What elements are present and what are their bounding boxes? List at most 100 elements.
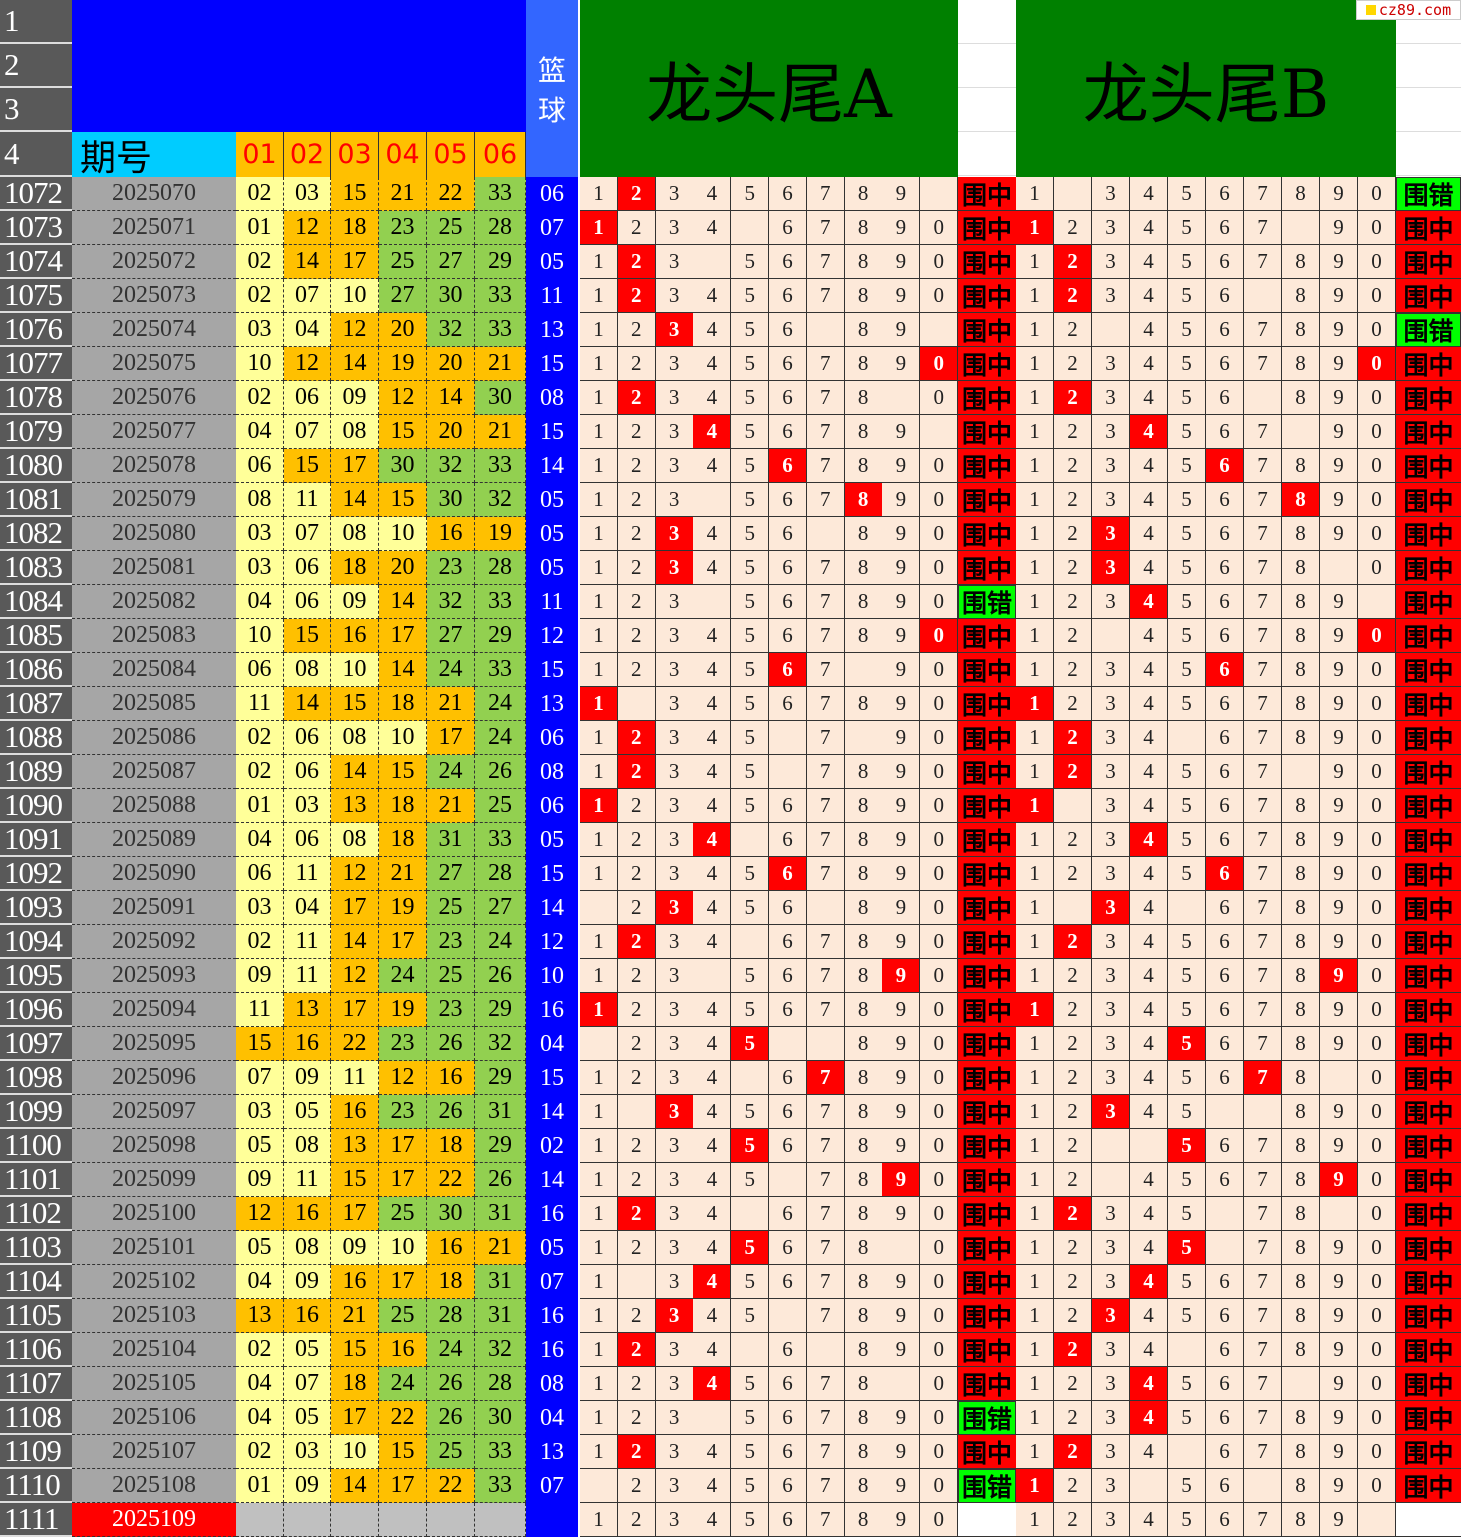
panel-b-digit[interactable]: 0 <box>1358 449 1396 483</box>
panel-a-digit[interactable]: 0 <box>920 993 959 1027</box>
panel-b-hit-digit[interactable]: 3 <box>1092 517 1130 551</box>
panel-b-digit[interactable]: 0 <box>1358 687 1396 721</box>
drawn-number-cell[interactable]: 19 <box>379 891 427 925</box>
panel-a-digit[interactable] <box>693 483 732 517</box>
drawn-number-cell[interactable]: 20 <box>379 551 427 585</box>
panel-a-digit[interactable]: 5 <box>731 585 770 619</box>
panel-b-digit[interactable]: 2 <box>1054 1367 1092 1401</box>
panel-b-digit[interactable]: 9 <box>1320 1027 1358 1061</box>
panel-a-digit[interactable]: 1 <box>580 551 618 585</box>
panel-a-digit[interactable] <box>806 517 845 551</box>
panel-b-digit[interactable]: 7 <box>1244 1503 1282 1537</box>
panel-a-digit[interactable]: 4 <box>693 1299 732 1333</box>
panel-b-digit[interactable]: 4 <box>1130 891 1168 925</box>
panel-b-digit[interactable]: 8 <box>1282 1469 1320 1503</box>
panel-b-digit[interactable]: 6 <box>1206 347 1244 381</box>
panel-a-digit[interactable]: 5 <box>731 959 770 993</box>
panel-b-digit[interactable] <box>1206 1231 1244 1265</box>
panel-b-digit[interactable]: 6 <box>1206 1129 1244 1163</box>
drawn-number-cell[interactable]: 26 <box>427 1027 475 1061</box>
panel-a-digit[interactable]: 1 <box>580 1435 618 1469</box>
panel-a-digit[interactable]: 8 <box>844 1401 883 1435</box>
panel-a-digit[interactable]: 0 <box>920 653 959 687</box>
panel-b-digit[interactable]: 4 <box>1130 959 1168 993</box>
panel-b-digit[interactable]: 9 <box>1320 1095 1358 1129</box>
drawn-number-cell[interactable]: 25 <box>427 1435 475 1469</box>
row-header[interactable]: 1086 <box>0 653 72 687</box>
panel-a-digit[interactable]: 0 <box>920 1163 959 1197</box>
basketball-number-cell[interactable]: 10 <box>526 959 578 993</box>
basketball-number-cell[interactable]: 14 <box>526 449 578 483</box>
drawn-number-cell[interactable]: 05 <box>236 1129 284 1163</box>
drawn-number-cell[interactable]: 24 <box>427 1333 475 1367</box>
basketball-number-cell[interactable]: 07 <box>526 211 578 245</box>
panel-b-digit[interactable]: 7 <box>1244 993 1282 1027</box>
drawn-number-cell[interactable]: 10 <box>331 653 379 687</box>
basketball-number-cell[interactable]: 11 <box>526 585 578 619</box>
panel-a-digit[interactable]: 2 <box>617 823 656 857</box>
panel-a-digit[interactable] <box>731 925 770 959</box>
row-header[interactable]: 1103 <box>0 1231 72 1265</box>
panel-a-digit[interactable]: 1 <box>580 959 618 993</box>
panel-a-digit[interactable]: 8 <box>844 381 883 415</box>
row-header[interactable]: 1096 <box>0 993 72 1027</box>
panel-a-digit[interactable]: 6 <box>769 687 807 721</box>
panel-b-digit[interactable]: 0 <box>1358 551 1396 585</box>
drawn-number-cell[interactable]: 16 <box>331 1095 379 1129</box>
panel-b-hit-digit[interactable]: 1 <box>1016 687 1054 721</box>
panel-b-digit[interactable]: 4 <box>1130 177 1168 211</box>
panel-a-digit[interactable]: 0 <box>920 721 959 755</box>
panel-a-digit[interactable]: 9 <box>882 585 921 619</box>
period-cell[interactable]: 2025108 <box>72 1469 236 1503</box>
panel-a-digit[interactable]: 2 <box>617 1231 656 1265</box>
panel-a-digit[interactable]: 6 <box>769 993 807 1027</box>
drawn-number-cell[interactable]: 32 <box>475 1027 526 1061</box>
drawn-number-cell[interactable]: 23 <box>379 211 427 245</box>
panel-a-digit[interactable]: 9 <box>882 1333 921 1367</box>
panel-a-digit[interactable]: 3 <box>655 483 694 517</box>
panel-b-digit[interactable]: 6 <box>1206 381 1244 415</box>
panel-b-digit[interactable]: 0 <box>1358 1367 1396 1401</box>
panel-a-digit[interactable]: 9 <box>882 755 921 789</box>
panel-a-digit[interactable]: 7 <box>806 585 845 619</box>
panel-b-digit[interactable]: 6 <box>1206 279 1244 313</box>
drawn-number-cell[interactable]: 17 <box>379 1163 427 1197</box>
panel-b-digit[interactable]: 4 <box>1130 1163 1168 1197</box>
panel-b-digit[interactable]: 3 <box>1092 925 1130 959</box>
basketball-number-cell[interactable]: 02 <box>526 1129 578 1163</box>
panel-b-digit[interactable]: 2 <box>1054 687 1092 721</box>
period-cell[interactable]: 2025106 <box>72 1401 236 1435</box>
row-header[interactable]: 1083 <box>0 551 72 585</box>
drawn-number-cell[interactable]: 03 <box>284 789 331 823</box>
panel-a-digit[interactable]: 5 <box>731 177 770 211</box>
panel-b-digit[interactable]: 1 <box>1016 1129 1054 1163</box>
row-header[interactable]: 1081 <box>0 483 72 517</box>
basketball-number-cell[interactable]: 16 <box>526 993 578 1027</box>
panel-b-digit[interactable]: 2 <box>1054 551 1092 585</box>
drawn-number-cell[interactable]: 28 <box>427 1299 475 1333</box>
panel-a-digit[interactable]: 5 <box>731 1401 770 1435</box>
panel-a-digit[interactable]: 2 <box>617 347 656 381</box>
drawn-number-cell[interactable]: 23 <box>427 993 475 1027</box>
panel-a-digit[interactable]: 3 <box>655 755 694 789</box>
panel-a-digit[interactable]: 6 <box>769 585 807 619</box>
panel-b-digit[interactable]: 4 <box>1130 1333 1168 1367</box>
panel-a-digit[interactable]: 9 <box>882 1129 921 1163</box>
panel-a-digit[interactable]: 2 <box>617 1299 656 1333</box>
period-cell[interactable]: 2025087 <box>72 755 236 789</box>
period-cell[interactable]: 2025097 <box>72 1095 236 1129</box>
panel-b-digit[interactable]: 2 <box>1054 1299 1092 1333</box>
panel-b-digit[interactable]: 3 <box>1092 1333 1130 1367</box>
panel-a-digit[interactable] <box>806 313 845 347</box>
period-cell[interactable]: 2025086 <box>72 721 236 755</box>
panel-a-digit[interactable]: 8 <box>844 279 883 313</box>
panel-b-digit[interactable]: 8 <box>1282 925 1320 959</box>
panel-a-digit[interactable]: 1 <box>580 1197 618 1231</box>
panel-b-digit[interactable]: 9 <box>1320 857 1358 891</box>
panel-a-digit[interactable]: 0 <box>920 1129 959 1163</box>
drawn-number-cell[interactable]: 17 <box>379 925 427 959</box>
panel-a-digit[interactable]: 6 <box>769 347 807 381</box>
panel-a-digit[interactable]: 4 <box>693 789 732 823</box>
panel-b-digit[interactable]: 3 <box>1092 959 1130 993</box>
drawn-number-cell[interactable]: 19 <box>379 347 427 381</box>
